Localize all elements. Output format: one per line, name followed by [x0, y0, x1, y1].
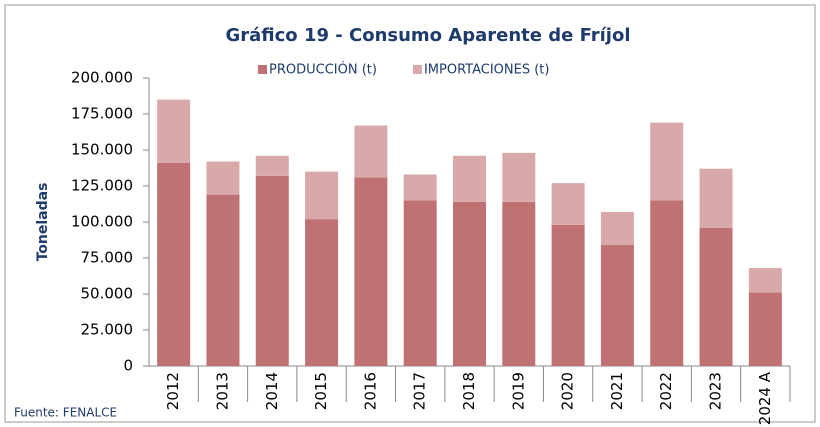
x-tick-label: 2013	[213, 372, 231, 410]
bar-segment	[354, 177, 388, 366]
bar-segment	[600, 245, 634, 366]
bar-segment	[403, 200, 437, 366]
x-tick-label: 2021	[608, 372, 626, 410]
y-tick-label: 100.000	[71, 213, 133, 231]
x-tick-label: 2015	[312, 372, 330, 410]
y-tick-label: 25.000	[81, 321, 134, 339]
bar-segment	[305, 171, 339, 220]
x-tick-label: 2017	[411, 372, 429, 410]
bar-segment	[650, 200, 684, 366]
bar-segment	[748, 292, 782, 366]
y-tick-label: 150.000	[71, 141, 133, 159]
legend-swatch	[412, 65, 422, 74]
x-tick-label: 2016	[361, 372, 379, 410]
bar-segment	[502, 201, 536, 366]
x-tick-label: 2012	[164, 372, 182, 410]
bar-segment	[157, 99, 191, 163]
y-tick-label: 0	[123, 357, 133, 375]
bar-segment	[453, 201, 486, 366]
chart-title: Gráfico 19 - Consumo Aparente de Fríjol	[226, 25, 631, 46]
bar-segment	[255, 155, 289, 176]
bar-segment	[255, 175, 289, 366]
source: Fuente: FENALCE	[14, 406, 117, 420]
bar-segment	[206, 194, 240, 366]
bar-segment	[699, 168, 733, 228]
y-tick-label: 175.000	[71, 105, 133, 123]
bar-segment	[157, 162, 191, 366]
legend-label: PRODUCCIÓN (t)	[269, 62, 377, 78]
bar-segment	[748, 268, 782, 293]
bar-segment	[354, 125, 388, 178]
bar-segment	[650, 122, 684, 201]
legend-swatch	[258, 65, 267, 74]
bar-segment	[206, 161, 240, 195]
bar-segment	[453, 155, 486, 202]
x-tick-label: 2024 A	[756, 371, 774, 425]
bar-segment	[600, 211, 634, 246]
x-tick-label: 2020	[559, 372, 577, 410]
y-tick-label: 200.000	[71, 69, 133, 87]
bar-segment	[551, 224, 585, 366]
bar-segment	[305, 219, 339, 366]
x-tick-label: 2019	[509, 372, 527, 410]
x-tick-label: 2014	[263, 372, 281, 410]
bar-segment	[403, 174, 437, 201]
y-tick-label: 50.000	[81, 285, 134, 303]
x-tick-label: 2022	[657, 372, 675, 410]
x-tick-label: 2018	[460, 372, 478, 410]
bar-segment	[502, 152, 536, 202]
legend-label: IMPORTACIONES (t)	[424, 63, 550, 78]
y-tick-label: 75.000	[81, 249, 134, 267]
y-axis-label: Toneladas	[35, 183, 51, 262]
x-tick-label: 2023	[707, 372, 725, 410]
bar-segment	[551, 183, 585, 225]
bar-segment	[699, 227, 733, 366]
y-tick-label: 125.000	[71, 177, 133, 195]
